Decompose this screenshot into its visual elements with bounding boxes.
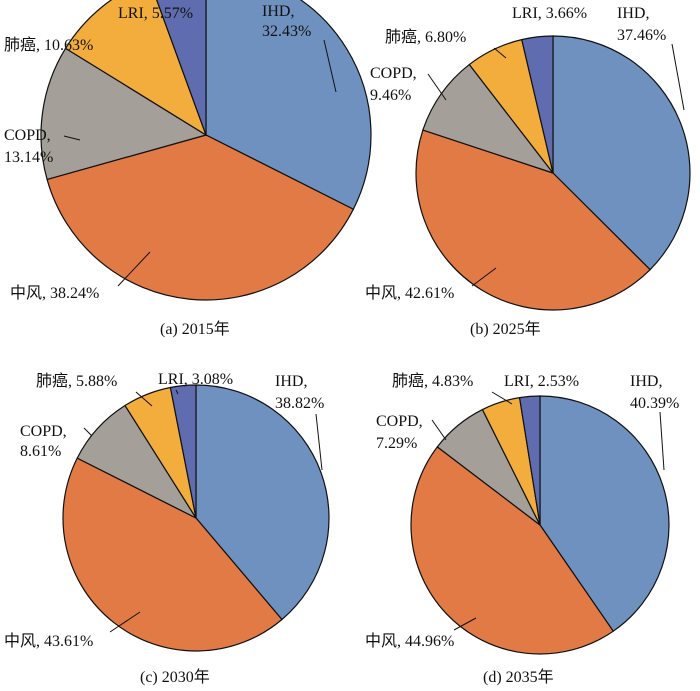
leader-line-4-2	[453, 617, 477, 631]
leader-line-1-1	[323, 39, 337, 93]
pie-slice-1-1	[205, 0, 372, 211]
slice-label-1-2-1: 中风, 38.24%	[10, 284, 99, 302]
pie-slice-2-5	[521, 35, 554, 174]
slice-label-1-5-1: LRI, 5.57%	[118, 5, 193, 22]
slice-label-4-2-1: 中风, 44.96%	[365, 632, 454, 650]
slice-label-4-3-1: COPD,	[376, 413, 423, 430]
slice-label-1-1-2: 32.43%	[262, 23, 311, 40]
chart-caption-2: (b) 2025年	[470, 320, 541, 338]
slice-label-4-3-2: 7.29%	[376, 435, 417, 452]
slice-label-4-5-1: LRI, 2.53%	[504, 373, 579, 390]
leader-line-1-3	[63, 135, 81, 141]
leader-line-1-2	[117, 251, 151, 287]
pie-slice-3-2	[62, 457, 283, 652]
slice-label-1-3-2: 13.14%	[4, 149, 53, 166]
leader-line-3-3	[83, 427, 93, 437]
leader-line-3-1	[315, 413, 323, 471]
leader-line-3-2	[109, 611, 141, 633]
slice-label-2-5-1: LRI, 3.66%	[512, 5, 587, 22]
slice-label-1-4-1: 肺癌, 10.63%	[4, 36, 93, 54]
slice-label-3-5-1: LRI, 3.08%	[158, 371, 233, 388]
slice-label-1-1-1: IHD,	[262, 3, 294, 20]
pie-slice-4-1	[539, 395, 670, 633]
leader-line-2-4	[493, 47, 507, 59]
leader-line-2-1	[671, 43, 685, 111]
slice-label-3-2-1: 中风, 43.61%	[4, 632, 93, 650]
slice-label-2-1-2: 37.46%	[617, 27, 666, 44]
pie-slice-2-2	[415, 129, 651, 311]
pie-slice-1-5	[156, 0, 207, 136]
pie-slice-1-2	[46, 134, 355, 301]
slice-label-2-3-1: COPD,	[370, 65, 417, 82]
slice-label-3-4-1: 肺癌, 5.88%	[36, 372, 117, 390]
pie-chart-4: IHD, 40.39% 中风, 44.96% COPD, 7.29% 肺癌, 4.83% L…	[365, 372, 679, 686]
slice-label-1-3-1: COPD,	[4, 127, 51, 144]
slice-label-2-2-1: 中风, 42.61%	[365, 284, 454, 302]
leader-line-2-2	[471, 267, 497, 287]
leader-line-4-3	[431, 419, 447, 441]
slice-label-2-1-1: IHD,	[617, 5, 649, 22]
pie-slice-1-3	[40, 47, 208, 181]
slice-label-2-3-2: 9.46%	[370, 87, 411, 104]
pie-chart-1: IHD, 32.43% 中风, 38.24% COPD, 13.14% 肺癌, 10.63…	[4, 0, 372, 338]
leader-line-4-4	[491, 391, 513, 405]
slice-label-4-4-1: 肺癌, 4.83%	[392, 372, 473, 390]
leader-line-3-5	[175, 389, 179, 395]
slice-label-4-1-2: 40.39%	[630, 395, 679, 412]
slice-label-3-1-2: 38.82%	[275, 395, 324, 412]
pie-chart-2: IHD, 37.46% 中风, 42.61% COPD, 9.46% 肺癌, 6.80% L…	[365, 5, 691, 338]
slice-label-3-3-2: 8.61%	[20, 443, 61, 460]
leader-line-2-3	[427, 73, 447, 101]
pie-slice-4-5	[518, 395, 541, 526]
pie-slice-1-4	[64, 0, 208, 137]
pie-slice-4-2	[410, 446, 615, 655]
leader-line-3-4	[135, 391, 153, 407]
pie-slice-2-1	[552, 35, 691, 271]
slice-label-3-3-1: COPD,	[20, 423, 67, 440]
chart-caption-4: (d) 2035年	[483, 668, 554, 686]
slice-label-4-1-1: IHD,	[630, 373, 662, 390]
pie-chart-3: IHD, 38.82% 中风, 43.61% COPD, 8.61% 肺癌, 5.88% L…	[4, 371, 330, 686]
pie-slice-3-5	[169, 384, 197, 519]
slice-label-3-1-1: IHD,	[275, 373, 307, 390]
pie-slice-3-1	[195, 384, 330, 621]
leader-line-4-1	[659, 411, 665, 471]
chart-caption-1: (a) 2015年	[160, 320, 230, 338]
slice-label-2-4-1: 肺癌, 6.80%	[385, 28, 466, 46]
chart-caption-3: (c) 2030年	[140, 668, 210, 686]
